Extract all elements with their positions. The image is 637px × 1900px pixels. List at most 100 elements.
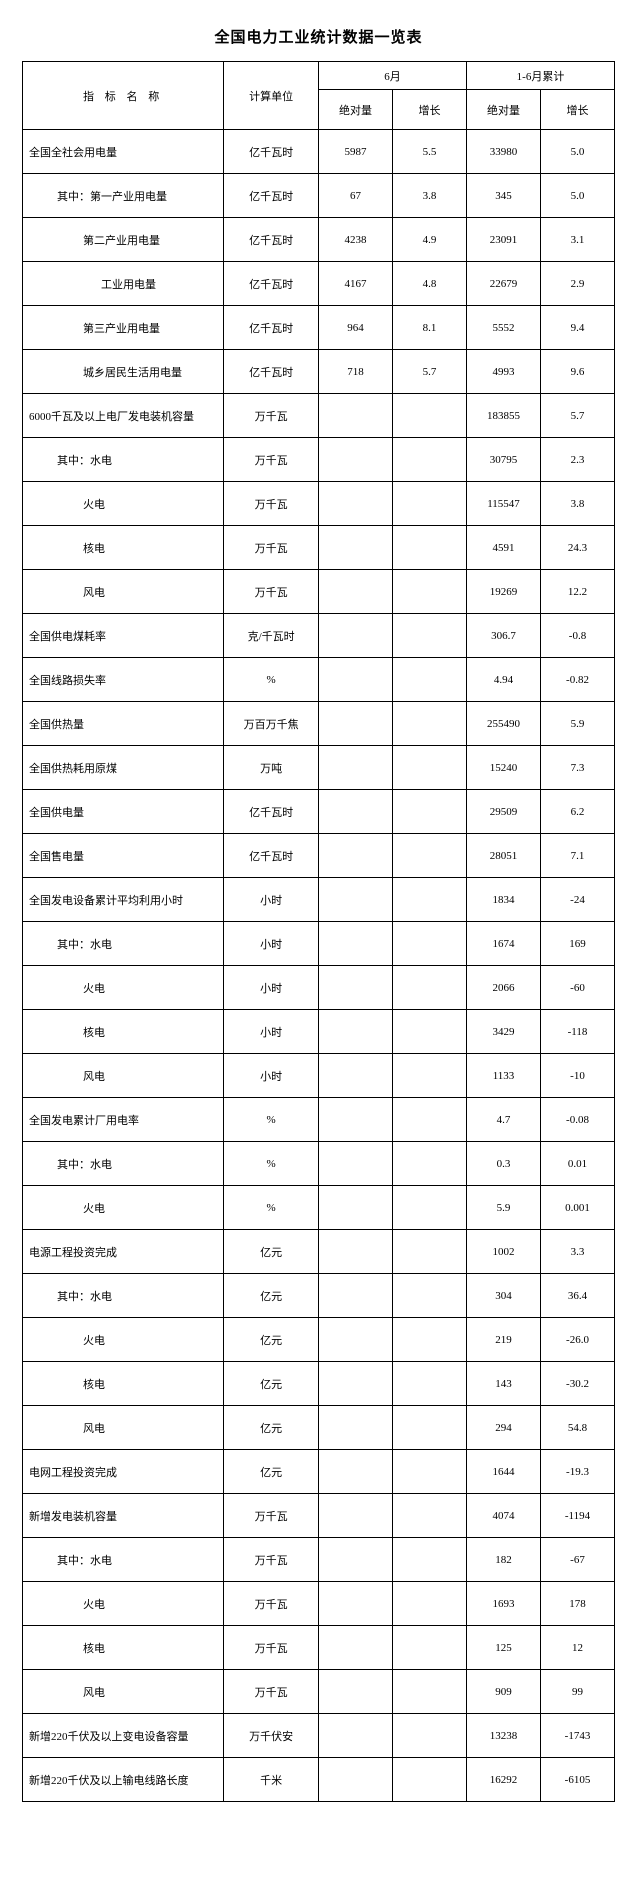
cell-value — [392, 1538, 466, 1582]
cell-value: 23091 — [466, 218, 540, 262]
cell-value: 4074 — [466, 1494, 540, 1538]
cell-value — [318, 790, 392, 834]
cell-value — [318, 1362, 392, 1406]
cell-value: 36.4 — [540, 1274, 614, 1318]
table-row: 第三产业用电量亿千瓦时9648.155529.4 — [23, 306, 615, 350]
cell-name: 全国供热耗用原煤 — [23, 746, 224, 790]
cell-value: 4.8 — [392, 262, 466, 306]
table-row: 其中：水电%0.30.01 — [23, 1142, 615, 1186]
cell-unit: 千米 — [224, 1758, 319, 1802]
col-header-jun: 6月 — [318, 62, 466, 90]
cell-unit: % — [224, 1186, 319, 1230]
table-row: 核电万千瓦459124.3 — [23, 526, 615, 570]
cell-name: 第二产业用电量 — [23, 218, 224, 262]
table-row: 火电万千瓦1693178 — [23, 1582, 615, 1626]
cell-value — [318, 922, 392, 966]
cell-value: -1194 — [540, 1494, 614, 1538]
cell-unit: 亿千瓦时 — [224, 350, 319, 394]
cell-value: 125 — [466, 1626, 540, 1670]
cell-value: 4.94 — [466, 658, 540, 702]
cell-value — [318, 394, 392, 438]
cell-unit: % — [224, 658, 319, 702]
cell-value: 5.7 — [392, 350, 466, 394]
cell-name: 其中：水电 — [23, 922, 224, 966]
cell-value: 2.9 — [540, 262, 614, 306]
table-row: 全国发电累计厂用电率%4.7-0.08 — [23, 1098, 615, 1142]
cell-value: -67 — [540, 1538, 614, 1582]
cell-value: 4238 — [318, 218, 392, 262]
cell-value — [392, 1142, 466, 1186]
cell-value — [392, 922, 466, 966]
cell-value: 5.7 — [540, 394, 614, 438]
cell-value: -0.82 — [540, 658, 614, 702]
cell-value: 2.3 — [540, 438, 614, 482]
cell-value: 5552 — [466, 306, 540, 350]
cell-value: 183855 — [466, 394, 540, 438]
cell-value: 5.5 — [392, 130, 466, 174]
cell-value: 22679 — [466, 262, 540, 306]
table-row: 其中：第一产业用电量亿千瓦时673.83455.0 — [23, 174, 615, 218]
cell-value: 30795 — [466, 438, 540, 482]
col-header-cum-growth: 增长 — [540, 90, 614, 130]
cell-name: 风电 — [23, 1054, 224, 1098]
cell-name: 新增发电装机容量 — [23, 1494, 224, 1538]
cell-value: 182 — [466, 1538, 540, 1582]
cell-value: 7.3 — [540, 746, 614, 790]
table-row: 火电小时2066-60 — [23, 966, 615, 1010]
cell-value: 178 — [540, 1582, 614, 1626]
cell-name: 核电 — [23, 1362, 224, 1406]
cell-unit: % — [224, 1142, 319, 1186]
cell-value — [318, 1494, 392, 1538]
cell-name: 其中：第一产业用电量 — [23, 174, 224, 218]
table-row: 全国供电量亿千瓦时295096.2 — [23, 790, 615, 834]
table-row: 第二产业用电量亿千瓦时42384.9230913.1 — [23, 218, 615, 262]
cell-name: 全国发电累计厂用电率 — [23, 1098, 224, 1142]
cell-value — [318, 1406, 392, 1450]
cell-value — [392, 702, 466, 746]
cell-value: 5.0 — [540, 174, 614, 218]
cell-value — [318, 438, 392, 482]
cell-value — [318, 526, 392, 570]
cell-value: 1834 — [466, 878, 540, 922]
col-header-name: 指 标 名 称 — [23, 62, 224, 130]
cell-unit: 克/千瓦时 — [224, 614, 319, 658]
cell-unit: 亿元 — [224, 1450, 319, 1494]
table-row: 全国供热量万百万千焦2554905.9 — [23, 702, 615, 746]
cell-name: 全国售电量 — [23, 834, 224, 878]
cell-unit: 万千伏安 — [224, 1714, 319, 1758]
cell-unit: 亿千瓦时 — [224, 130, 319, 174]
cell-name: 火电 — [23, 1186, 224, 1230]
cell-unit: 亿千瓦时 — [224, 218, 319, 262]
cell-value: -60 — [540, 966, 614, 1010]
cell-unit: 亿元 — [224, 1318, 319, 1362]
table-row: 核电小时3429-118 — [23, 1010, 615, 1054]
cell-value: 5.9 — [466, 1186, 540, 1230]
cell-name: 全国供电煤耗率 — [23, 614, 224, 658]
table-row: 全国售电量亿千瓦时280517.1 — [23, 834, 615, 878]
cell-value: 24.3 — [540, 526, 614, 570]
cell-unit: 亿千瓦时 — [224, 174, 319, 218]
cell-name: 全国发电设备累计平均利用小时 — [23, 878, 224, 922]
cell-value — [318, 1714, 392, 1758]
cell-value: 4167 — [318, 262, 392, 306]
cell-value — [318, 1186, 392, 1230]
table-row: 其中：水电亿元30436.4 — [23, 1274, 615, 1318]
cell-value — [392, 1362, 466, 1406]
cell-value — [392, 1582, 466, 1626]
cell-unit: 亿元 — [224, 1230, 319, 1274]
cell-value: 718 — [318, 350, 392, 394]
cell-name: 其中：水电 — [23, 1274, 224, 1318]
cell-value: -6105 — [540, 1758, 614, 1802]
cell-name: 风电 — [23, 1670, 224, 1714]
cell-value: 16292 — [466, 1758, 540, 1802]
cell-unit: 亿千瓦时 — [224, 306, 319, 350]
cell-value: 4591 — [466, 526, 540, 570]
cell-value: 12.2 — [540, 570, 614, 614]
cell-value: 6.2 — [540, 790, 614, 834]
cell-value: 67 — [318, 174, 392, 218]
cell-value — [392, 1758, 466, 1802]
cell-name: 新增220千伏及以上变电设备容量 — [23, 1714, 224, 1758]
cell-unit: 万千瓦 — [224, 1670, 319, 1714]
cell-value: 5987 — [318, 130, 392, 174]
cell-value: -30.2 — [540, 1362, 614, 1406]
